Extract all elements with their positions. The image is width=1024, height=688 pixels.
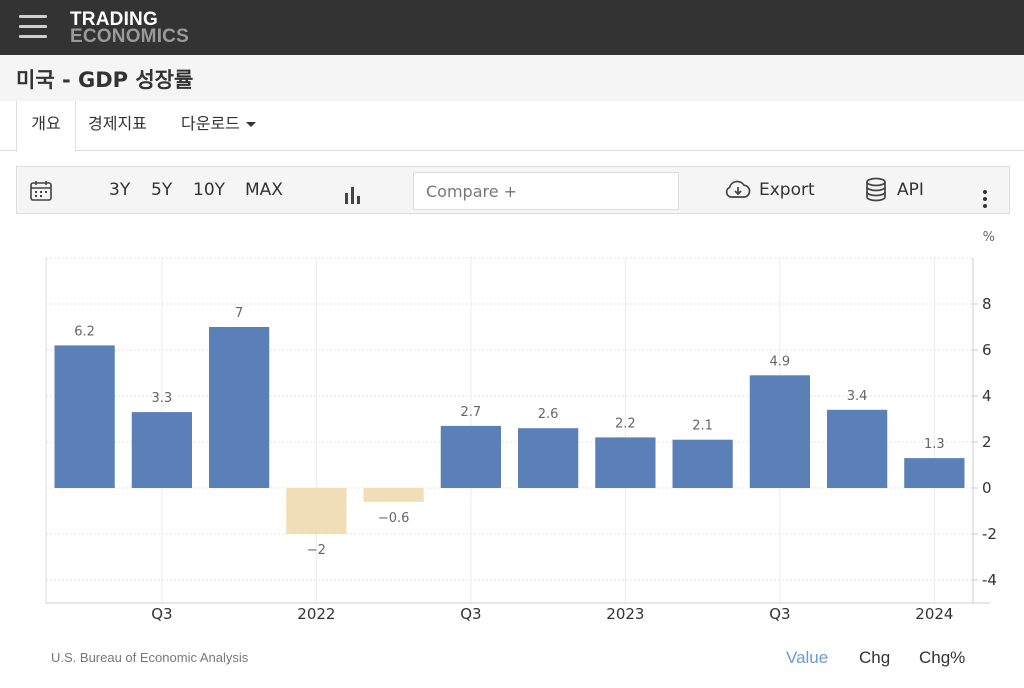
bar[interactable] — [54, 345, 115, 488]
x-tick-label: Q3 — [769, 605, 790, 623]
tab-download[interactable]: 다운로드 — [181, 101, 256, 150]
trading-economics-logo[interactable]: TRADING ECONOMICS — [70, 9, 189, 47]
y-tick-label: -4 — [982, 571, 997, 589]
bar-value-label: 2.1 — [692, 419, 713, 434]
x-tick-label: 2023 — [606, 605, 644, 623]
chart-toolbar: 3Y 5Y 10Y MAX Export API — [16, 166, 1010, 214]
bar[interactable] — [595, 437, 656, 488]
bar[interactable] — [363, 488, 424, 502]
cloud-download-icon — [725, 180, 751, 198]
api-button[interactable]: API — [865, 167, 924, 213]
bar[interactable] — [286, 488, 347, 534]
chart-svg: % 6.2 3.3 7 −2 −0.6 2.7 2.6 2.2 2.1 4.9 3.4 1.3 8 6 4… — [45, 230, 997, 623]
caret-down-icon — [245, 122, 256, 127]
x-tick-label: Q3 — [151, 605, 172, 623]
bar[interactable] — [672, 439, 733, 488]
bar-value-label: 2.7 — [461, 405, 482, 420]
range-max-button[interactable]: MAX — [245, 180, 283, 200]
tab-overview[interactable]: 개요 — [16, 101, 76, 152]
export-label: Export — [759, 180, 815, 200]
y-tick-label: 0 — [982, 479, 992, 497]
y-tick-label: 4 — [982, 387, 992, 405]
tab-bar: 개요 경제지표 다운로드 — [0, 101, 1024, 152]
bar[interactable] — [208, 327, 270, 488]
gdp-growth-chart: % 6.2 3.3 7 −2 −0.6 2.7 2.6 2.2 2.1 4.9 3.4 1.3 8 6 4… — [16, 215, 1010, 684]
bar[interactable] — [749, 375, 811, 488]
y-tick-label: 8 — [982, 295, 992, 313]
y-tick-label: 6 — [982, 341, 992, 359]
y-tick-label: 2 — [982, 433, 992, 451]
bar[interactable] — [517, 428, 579, 488]
title-bar: 미국 - GDP 성장률 — [0, 55, 1024, 102]
bar-value-label: −0.6 — [378, 511, 410, 526]
x-tick-label: 2022 — [297, 605, 335, 623]
bar[interactable] — [131, 412, 193, 488]
bar-value-label: 3.4 — [847, 389, 868, 404]
tab-indicators[interactable]: 경제지표 — [88, 114, 147, 133]
bar-value-label: 2.2 — [615, 416, 636, 431]
calendar-icon[interactable] — [29, 179, 53, 203]
more-options-icon[interactable] — [981, 181, 989, 208]
top-navbar: TRADING ECONOMICS — [0, 0, 1024, 55]
bar-value-label: 6.2 — [74, 324, 95, 339]
api-label: API — [897, 180, 924, 200]
export-button[interactable]: Export — [723, 167, 815, 213]
bar[interactable] — [904, 458, 965, 488]
range-5y-button[interactable]: 5Y — [151, 180, 173, 200]
y-tick-label: -2 — [982, 525, 997, 543]
x-tick-label: 2024 — [915, 605, 953, 623]
bar-value-label: 3.3 — [152, 391, 173, 406]
range-3y-button[interactable]: 3Y — [109, 180, 131, 200]
compare-input[interactable] — [413, 172, 679, 210]
bar[interactable] — [440, 425, 502, 488]
change-percent-toggle[interactable]: Chg% — [919, 648, 966, 667]
y-axis-unit-label: % — [983, 230, 995, 245]
bar-value-label: −2 — [307, 543, 326, 558]
bar-value-label: 2.6 — [538, 407, 559, 422]
hamburger-menu-icon[interactable] — [19, 15, 47, 39]
bar[interactable] — [826, 409, 888, 488]
data-source-text: U.S. Bureau of Economic Analysis — [51, 650, 249, 665]
bar-chart-type-icon[interactable] — [343, 179, 365, 204]
bar-value-label: 1.3 — [924, 437, 945, 452]
value-toggle[interactable]: Value — [786, 648, 829, 667]
bar-value-label: 4.9 — [770, 354, 791, 369]
change-toggle[interactable]: Chg — [859, 648, 891, 667]
x-tick-label: Q3 — [460, 605, 481, 623]
bar-value-label: 7 — [235, 306, 243, 321]
database-icon — [866, 177, 886, 202]
tab-download-label: 다운로드 — [181, 114, 240, 133]
page-title: 미국 - GDP 성장률 — [16, 68, 194, 92]
range-10y-button[interactable]: 10Y — [193, 180, 226, 200]
